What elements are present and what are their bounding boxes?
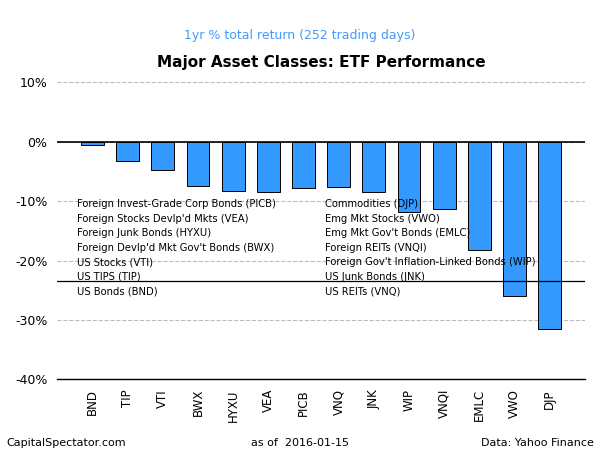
Text: Foreign Gov't Inflation-Linked Bonds (WIP): Foreign Gov't Inflation-Linked Bonds (WI… [325, 257, 535, 267]
Text: Foreign Invest-Grade Corp Bonds (PICB): Foreign Invest-Grade Corp Bonds (PICB) [77, 199, 275, 209]
Bar [222, 142, 245, 191]
Title: Major Asset Classes: ETF Performance: Major Asset Classes: ETF Performance [157, 55, 485, 71]
Text: as of  2016-01-15: as of 2016-01-15 [251, 438, 349, 448]
Bar [398, 142, 421, 212]
Text: US Bonds (BND): US Bonds (BND) [77, 286, 157, 296]
Bar [116, 142, 139, 161]
Text: Foreign Junk Bonds (HYXU): Foreign Junk Bonds (HYXU) [77, 228, 211, 238]
Text: US TIPS (TIP): US TIPS (TIP) [77, 272, 140, 282]
Text: CapitalSpectator.com: CapitalSpectator.com [6, 438, 125, 448]
Text: Foreign Stocks Devlp'd Mkts (VEA): Foreign Stocks Devlp'd Mkts (VEA) [77, 214, 248, 224]
Bar [81, 142, 104, 144]
Bar [538, 142, 561, 329]
Bar [468, 142, 491, 250]
Text: US REITs (VNQ): US REITs (VNQ) [325, 286, 400, 296]
Text: 1yr % total return (252 trading days): 1yr % total return (252 trading days) [184, 29, 416, 42]
Bar [257, 142, 280, 192]
Bar [151, 142, 174, 170]
Bar [503, 142, 526, 296]
Bar [433, 142, 455, 209]
Text: US Stocks (VTI): US Stocks (VTI) [77, 257, 152, 267]
Text: Data: Yahoo Finance: Data: Yahoo Finance [481, 438, 594, 448]
Bar [327, 142, 350, 187]
Text: Commodities (DJP): Commodities (DJP) [325, 199, 418, 209]
Text: Foreign Devlp'd Mkt Gov't Bonds (BWX): Foreign Devlp'd Mkt Gov't Bonds (BWX) [77, 243, 274, 253]
Text: Emg Mkt Stocks (VWO): Emg Mkt Stocks (VWO) [325, 214, 439, 224]
Bar [187, 142, 209, 186]
Bar [362, 142, 385, 192]
Bar [292, 142, 315, 188]
Text: Foreign REITs (VNQI): Foreign REITs (VNQI) [325, 243, 426, 253]
Text: US Junk Bonds (JNK): US Junk Bonds (JNK) [325, 272, 424, 282]
Text: Emg Mkt Gov't Bonds (EMLC): Emg Mkt Gov't Bonds (EMLC) [325, 228, 470, 238]
